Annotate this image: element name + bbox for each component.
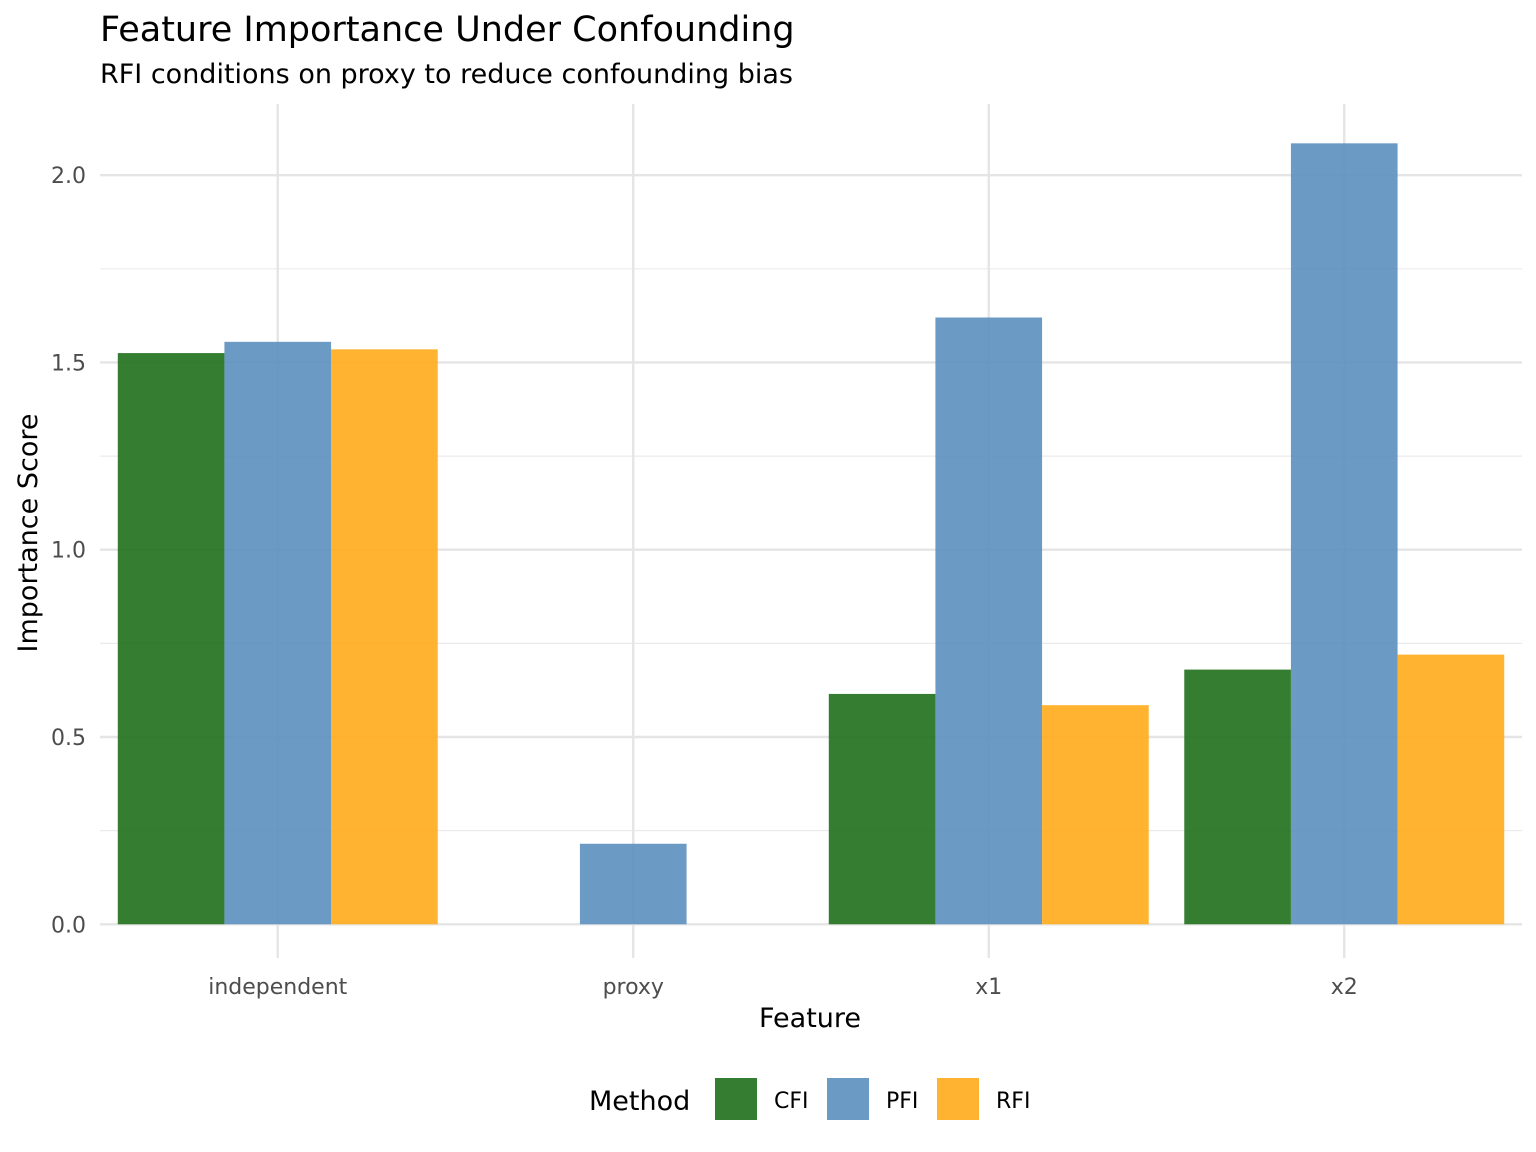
legend-title: Method: [589, 1086, 690, 1117]
legend-label-rfi: RFI: [996, 1089, 1030, 1114]
bar-pfi-x1: [935, 317, 1043, 925]
bar-rfi-independent: [331, 349, 438, 925]
legend-label-cfi: CFI: [774, 1089, 809, 1114]
bar-cfi-x2: [1184, 669, 1291, 925]
y-tick-label: 1.0: [51, 539, 86, 564]
legend: Method CFI PFI RFI: [589, 1078, 1030, 1120]
legend-key-cfi: [715, 1078, 757, 1120]
x-tick-label: independent: [208, 975, 347, 1000]
x-axis-ticks: independent proxy x1 x2: [208, 975, 1358, 1000]
bars: [117, 143, 1505, 925]
chart-title: Feature Importance Under Confounding: [100, 10, 795, 50]
y-tick-label: 0.5: [51, 726, 86, 751]
bar-pfi-proxy: [579, 843, 687, 925]
bar-cfi-independent: [117, 353, 225, 925]
legend-label-pfi: PFI: [886, 1089, 918, 1114]
legend-key-pfi: [827, 1078, 869, 1120]
chart-subtitle: RFI conditions on proxy to reduce confou…: [100, 59, 793, 90]
y-axis-title: Importance Score: [13, 414, 44, 653]
y-tick-label: 0.0: [51, 913, 86, 938]
bar-rfi-x2: [1397, 654, 1505, 925]
legend-key-rfi: [937, 1078, 979, 1120]
x-tick-label: x1: [975, 975, 1002, 1000]
bar-pfi-x2: [1290, 143, 1398, 925]
x-tick-label: proxy: [603, 975, 664, 1000]
y-tick-label: 1.5: [51, 351, 86, 376]
y-axis-ticks: 0.0 0.5 1.0 1.5 2.0: [51, 164, 86, 938]
bar-cfi-x1: [828, 693, 936, 925]
x-tick-label: x2: [1331, 975, 1358, 1000]
x-axis-title: Feature: [759, 1003, 861, 1034]
bar-pfi-independent: [224, 341, 332, 925]
bar-rfi-x1: [1042, 705, 1149, 925]
y-tick-label: 2.0: [51, 164, 86, 189]
